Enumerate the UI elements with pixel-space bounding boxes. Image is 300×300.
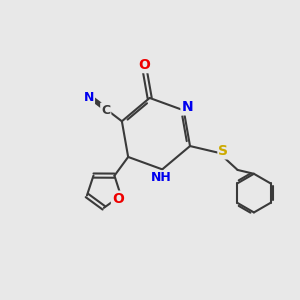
Text: O: O bbox=[138, 58, 150, 72]
Text: C: C bbox=[101, 103, 110, 117]
Text: N: N bbox=[84, 91, 94, 104]
Text: O: O bbox=[112, 192, 124, 206]
Text: S: S bbox=[218, 144, 228, 158]
Text: N: N bbox=[182, 100, 193, 114]
Text: NH: NH bbox=[150, 171, 171, 184]
